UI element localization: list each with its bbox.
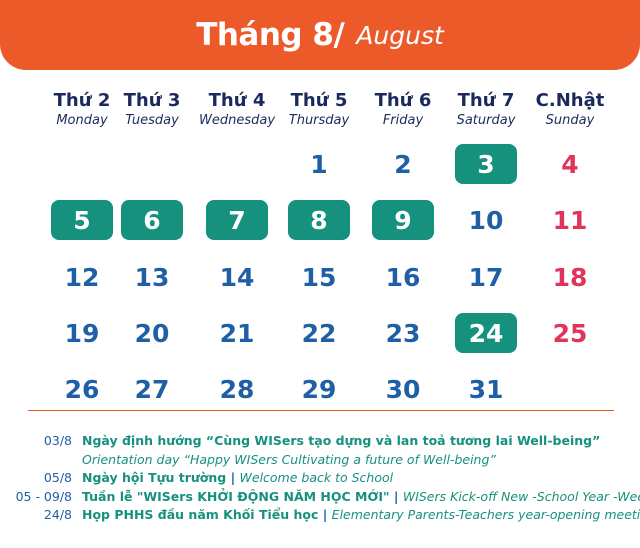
event-title-en: Orientation day “Happy WISers Cultivatin… bbox=[82, 451, 496, 467]
event-title-en: WISers Kick-off New -School Year -Week bbox=[402, 488, 640, 504]
event-day-cell: 6 bbox=[121, 200, 183, 240]
weekday-header: Thứ 5 Thursday bbox=[274, 90, 364, 130]
day-cell: 29 bbox=[301, 374, 337, 404]
day-cell: 4 bbox=[561, 149, 579, 179]
day-cell: 23 bbox=[385, 318, 421, 348]
weekday-label-vi: Thứ 6 bbox=[374, 90, 432, 111]
calendar-header: Tháng 8/ August bbox=[0, 0, 640, 70]
event-description: Ngày định hướng “Cùng WISers tạo dựng và… bbox=[82, 432, 600, 450]
day-cell: 12 bbox=[64, 262, 100, 292]
event-title-en: Welcome back to School bbox=[239, 470, 394, 485]
event-title-vi: Họp PHHS đầu năm Khối Tiểu học bbox=[82, 507, 319, 522]
day-cell: 15 bbox=[301, 262, 337, 292]
event-separator: | bbox=[318, 507, 332, 522]
day-cell: 16 bbox=[385, 262, 421, 292]
event-row: 24/8 Họp PHHS đầu năm Khối Tiểu học | Ele… bbox=[0, 506, 640, 524]
weekday-header: Thứ 2 Monday bbox=[37, 90, 127, 130]
event-row: 05 - 09/8 Tuần lễ "WISers KHỞI ĐỘNG NĂM H… bbox=[0, 488, 640, 506]
event-description: Ngày hội Tựu trường | Welcome back to Sc… bbox=[82, 469, 393, 487]
day-cell: 2 bbox=[394, 149, 412, 179]
weekday-header: Thứ 7 Saturday bbox=[441, 90, 531, 130]
event-day-cell: 3 bbox=[455, 144, 517, 184]
day-cell: 17 bbox=[468, 262, 504, 292]
weekday-label-vi: Thứ 2 bbox=[53, 90, 111, 111]
weekday-label-en: Thursday bbox=[288, 113, 350, 128]
event-description: Họp PHHS đầu năm Khối Tiểu học | Element… bbox=[82, 506, 640, 524]
event-row: 03/8 Ngày định hướng “Cùng WISers tạo dựn… bbox=[0, 432, 640, 450]
day-cell: 27 bbox=[134, 374, 170, 404]
day-cell: 20 bbox=[134, 318, 170, 348]
day-cell: 26 bbox=[64, 374, 100, 404]
event-title-vi: Tuần lễ "WISers KHỞI ĐỘNG NĂM HỌC MỚI" bbox=[82, 488, 390, 504]
day-cell: 11 bbox=[552, 205, 588, 235]
day-cell: 28 bbox=[219, 374, 255, 404]
event-day-cell: 5 bbox=[51, 200, 113, 240]
day-cell: 10 bbox=[468, 205, 504, 235]
day-cell: 22 bbox=[301, 318, 337, 348]
weekday-label-vi: Thứ 7 bbox=[457, 90, 515, 111]
weekday-label-en: Saturday bbox=[456, 113, 516, 128]
event-title-vi: Ngày định hướng “Cùng WISers tạo dựng và… bbox=[82, 433, 601, 448]
weekday-label-en: Friday bbox=[382, 113, 424, 128]
event-date: 05/8 bbox=[43, 470, 72, 485]
event-date: 03/8 bbox=[43, 433, 72, 448]
weekday-label-en: Monday bbox=[56, 113, 108, 128]
day-cell: 1 bbox=[310, 149, 328, 179]
month-title-vi: Tháng 8/ bbox=[196, 17, 345, 53]
weekday-header: C.Nhật Sunday bbox=[525, 90, 615, 130]
event-day-cell: 24 bbox=[455, 313, 517, 353]
day-cell: 19 bbox=[64, 318, 100, 348]
day-cell: 21 bbox=[219, 318, 255, 348]
weekday-header: Thứ 3 Tuesday bbox=[107, 90, 197, 130]
event-separator: | bbox=[389, 488, 403, 504]
event-separator: | bbox=[226, 470, 240, 485]
event-date: 05 - 09/8 bbox=[15, 488, 72, 504]
day-cell: 25 bbox=[552, 318, 588, 348]
weekday-header: Thứ 4 Wednesday bbox=[192, 90, 282, 130]
divider bbox=[28, 410, 614, 411]
event-row: Orientation day “Happy WISers Cultivatin… bbox=[0, 451, 640, 469]
event-day-cell: 7 bbox=[206, 200, 268, 240]
day-cell: 18 bbox=[552, 262, 588, 292]
weekday-label-en: Sunday bbox=[545, 113, 595, 128]
weekday-label-vi: Thứ 5 bbox=[290, 90, 348, 111]
event-row: 05/8 Ngày hội Tựu trường | Welcome back t… bbox=[0, 469, 640, 487]
weekday-label-en: Tuesday bbox=[125, 113, 179, 128]
event-day-cell: 8 bbox=[288, 200, 350, 240]
event-day-cell: 9 bbox=[372, 200, 434, 240]
day-cell: 30 bbox=[385, 374, 421, 404]
weekday-label-vi: Thứ 4 bbox=[208, 90, 266, 111]
event-description: Tuần lễ "WISers KHỞI ĐỘNG NĂM HỌC MỚI" |… bbox=[82, 488, 640, 506]
event-description: Orientation day “Happy WISers Cultivatin… bbox=[82, 451, 496, 469]
day-cell: 14 bbox=[219, 262, 255, 292]
event-title-vi: Ngày hội Tựu trường bbox=[82, 470, 227, 485]
day-cell: 31 bbox=[468, 374, 504, 404]
weekday-label-vi: Thứ 3 bbox=[123, 90, 181, 111]
weekday-header: Thứ 6 Friday bbox=[358, 90, 448, 130]
event-title-en: Elementary Parents-Teachers year-opening… bbox=[331, 507, 640, 522]
weekday-label-en: Wednesday bbox=[198, 113, 276, 128]
event-date: 24/8 bbox=[43, 507, 72, 522]
day-cell: 13 bbox=[134, 262, 170, 292]
month-title-en: August bbox=[356, 20, 444, 50]
weekday-label-vi: C.Nhật bbox=[535, 90, 605, 111]
